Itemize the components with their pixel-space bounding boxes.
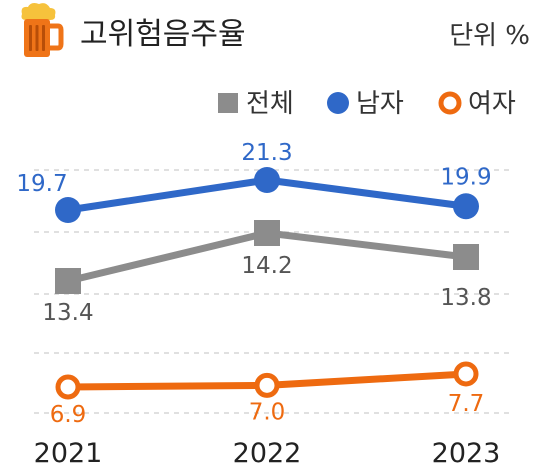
data-label-total: 13.8 <box>440 285 491 311</box>
data-point-male <box>55 197 81 223</box>
data-label-female: 7.0 <box>249 399 286 425</box>
x-tick-label: 2021 <box>34 438 103 469</box>
data-label-total: 14.2 <box>241 253 292 279</box>
legend: 전체 남자 여자 <box>218 89 516 119</box>
data-point-male <box>453 193 479 220</box>
x-tick-label: 2023 <box>432 438 501 469</box>
legend-marker-total <box>218 93 238 113</box>
chart-title: 고위험음주율 <box>80 17 246 52</box>
legend-marker-male <box>327 92 349 114</box>
data-point-total <box>55 268 81 294</box>
legend-label-male: 남자 <box>356 89 404 119</box>
series-layer: 13.4 14.2 13.8 19.7 21.3 19.9 6.9 7.0 7.7 <box>16 140 491 428</box>
series-female: 6.9 7.0 7.7 <box>50 361 485 428</box>
data-label-male: 19.7 <box>16 171 67 197</box>
data-label-total: 13.4 <box>42 300 93 326</box>
legend-label-total: 전체 <box>246 89 294 119</box>
data-point-female <box>254 372 280 398</box>
data-point-male <box>254 167 280 193</box>
data-label-female: 6.9 <box>50 402 87 428</box>
beer-mug-icon <box>21 3 64 57</box>
series-male: 19.7 21.3 19.9 <box>16 140 492 223</box>
legend-marker-female <box>438 91 462 115</box>
data-point-total <box>453 244 479 270</box>
data-label-male: 19.9 <box>440 164 491 190</box>
data-point-total <box>254 220 280 246</box>
series-total: 13.4 14.2 13.8 <box>42 220 492 326</box>
unit-label: 단위 % <box>449 21 530 51</box>
data-point-female <box>453 361 479 387</box>
data-point-female <box>55 374 81 400</box>
x-axis: 2021 2022 2023 <box>34 438 501 469</box>
x-tick-label: 2022 <box>233 438 302 469</box>
legend-label-female: 여자 <box>468 89 516 119</box>
data-label-female: 7.7 <box>448 391 485 417</box>
data-label-male: 21.3 <box>241 140 292 166</box>
